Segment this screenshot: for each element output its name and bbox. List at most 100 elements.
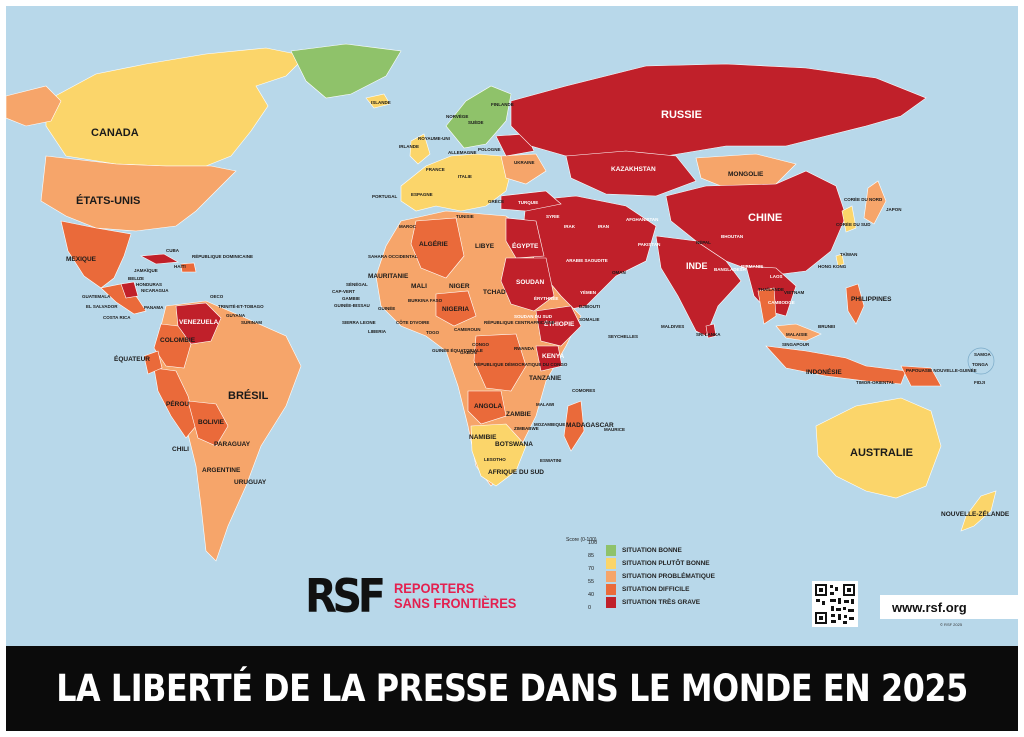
label-honduras: HONDURAS	[136, 282, 162, 287]
region-papouasie[interactable]	[900, 365, 942, 387]
label-vietnam: VIETNAM	[784, 290, 805, 295]
page-title: LA LIBERTÉ DE LA PRESSE DANS LE MONDE EN…	[56, 667, 968, 710]
region-malaisie[interactable]	[775, 323, 822, 342]
label-singapour: SINGAPOUR	[782, 342, 810, 347]
region-nigeria[interactable]	[435, 290, 477, 327]
label-indonesie: INDONÉSIE	[806, 367, 842, 376]
region-madagascar[interactable]	[563, 400, 585, 452]
label-thailande: THAÏLANDE	[758, 286, 784, 292]
label-tonga: TONGA	[972, 362, 989, 367]
label-mongolie: MONGOLIE	[728, 171, 764, 178]
label-syrie: SYRIE	[546, 214, 560, 219]
label-sahara: SAHARA OCCIDENTAL	[368, 254, 418, 259]
label-italie: ITALIE	[458, 174, 472, 179]
rsf-logo[interactable]: RSF REPORTERS SANS FRONTIÈRES	[305, 569, 527, 623]
label-irlande: IRLANDE	[399, 144, 419, 149]
label-costa-rica: COSTA RICA	[103, 315, 131, 320]
label-lesotho: LESOTHO	[484, 457, 506, 462]
label-senegal: SÉNÉGAL	[346, 280, 368, 287]
region-etats-unis[interactable]	[40, 155, 237, 232]
region-southern-africa[interactable]	[470, 423, 527, 487]
label-mali: MALI	[411, 283, 427, 290]
label-congo: CONGO	[472, 342, 490, 347]
region-greenland[interactable]	[290, 43, 402, 99]
label-nouvelle-zelande: NOUVELLE-ZÉLANDE	[941, 509, 1010, 518]
region-perou[interactable]	[153, 367, 197, 439]
label-rca: RÉPUBLIQUE CENTRAFRICAINE	[484, 318, 555, 325]
label-inde: INDE	[686, 261, 708, 271]
label-maroc: MAROC	[399, 224, 417, 229]
legend-tick: 40	[588, 592, 595, 598]
region-soudan[interactable]	[500, 257, 555, 312]
region-taiwan[interactable]	[835, 253, 845, 267]
legend-swatch	[606, 584, 616, 595]
region-russie[interactable]	[510, 63, 927, 157]
region-nicaragua[interactable]	[120, 281, 139, 299]
label-rwanda: RWANDA	[514, 346, 535, 351]
legend-swatch	[606, 597, 616, 608]
website-link[interactable]: www.rsf.org	[892, 599, 967, 615]
website-box[interactable]: www.rsf.org	[880, 595, 1018, 619]
region-egypte[interactable]	[505, 217, 545, 259]
label-etats-unis: ÉTATS-UNIS	[76, 194, 140, 207]
label-zimbabwe: ZIMBABWE	[514, 426, 539, 431]
title-banner: LA LIBERTÉ DE LA PRESSE DANS LE MONDE EN…	[6, 646, 1018, 731]
rsf-logo-line2: SANS FRONTIÈRES	[393, 595, 517, 611]
region-kazakhstan[interactable]	[565, 150, 697, 197]
legend-label: SITUATION DIFFICILE	[622, 586, 690, 593]
region-scandinavia[interactable]	[445, 85, 512, 149]
label-libye: LIBYE	[475, 243, 495, 250]
region-coree[interactable]	[841, 205, 857, 233]
region-uk[interactable]	[409, 133, 431, 165]
region-haiti[interactable]	[180, 262, 197, 273]
legend-item: 100 SITUATION BONNE	[566, 540, 682, 556]
label-japon: JAPON	[886, 207, 902, 212]
legend-label: SITUATION TRÈS GRAVE	[622, 599, 701, 606]
region-turquie[interactable]	[500, 190, 562, 212]
region-cuba[interactable]	[139, 253, 179, 265]
region-sri-lanka[interactable]	[705, 323, 717, 339]
region-mexique[interactable]	[60, 220, 132, 289]
qr-code-icon[interactable]	[812, 581, 858, 627]
label-nepal: NÉPAL	[696, 238, 711, 245]
region-nouvelle-zelande[interactable]	[960, 490, 997, 532]
region-algerie[interactable]	[410, 217, 465, 279]
legend-swatch	[606, 558, 616, 569]
region-inde[interactable]	[655, 235, 742, 337]
label-niger: NIGER	[449, 283, 470, 290]
label-cote-ivoire: CÔTE D'IVOIRE	[396, 318, 429, 325]
region-colombie[interactable]	[153, 323, 192, 369]
region-ukraine[interactable]	[500, 153, 547, 185]
label-ukraine: UKRAINE	[514, 160, 535, 165]
region-canada[interactable]	[45, 47, 307, 167]
region-indonesie[interactable]	[765, 345, 907, 385]
label-yemen: YÉMEN	[580, 288, 596, 295]
label-burkina: BURKINA FASO	[408, 298, 443, 303]
world-map: RUSSIE CANADA ÉTATS-UNIS CHINE BRÉSIL AU…	[6, 6, 1018, 646]
region-bolivie[interactable]	[187, 400, 229, 447]
region-ethiopie[interactable]	[535, 305, 582, 347]
region-kenya[interactable]	[535, 345, 563, 372]
label-birmanie: BIRMANIE	[741, 264, 763, 269]
region-alaska[interactable]	[6, 85, 62, 127]
label-gambie: GAMBIE	[342, 296, 360, 301]
label-rdc: RÉPUBLIQUE DÉMOCRATIQUE DU CONGO	[474, 360, 568, 367]
legend-end: 0	[566, 605, 597, 614]
label-equateur: ÉQUATEUR	[114, 354, 150, 363]
label-bangladesh: BANGLADESH	[714, 267, 746, 272]
region-thailande[interactable]	[757, 287, 777, 325]
region-iceland[interactable]	[365, 93, 391, 109]
region-japon[interactable]	[863, 180, 887, 225]
credit-text: © RSF 2025	[940, 622, 963, 627]
region-europe-west[interactable]	[400, 153, 512, 212]
label-brunei: BRUNEI	[818, 324, 835, 329]
region-rdc[interactable]	[473, 333, 527, 392]
region-philippines[interactable]	[845, 283, 865, 325]
label-soudan: SOUDAN	[516, 279, 544, 286]
region-equateur[interactable]	[143, 350, 163, 375]
region-angola[interactable]	[467, 390, 507, 425]
label-papouasie: PAPOUASIE NOUVELLE-GUINÉE	[906, 366, 977, 373]
legend-rows: 100 SITUATION BONNE 85 SITUATION PLUTÔT BON…	[566, 540, 715, 614]
label-chine: CHINE	[748, 212, 782, 224]
region-australie[interactable]	[815, 397, 942, 499]
